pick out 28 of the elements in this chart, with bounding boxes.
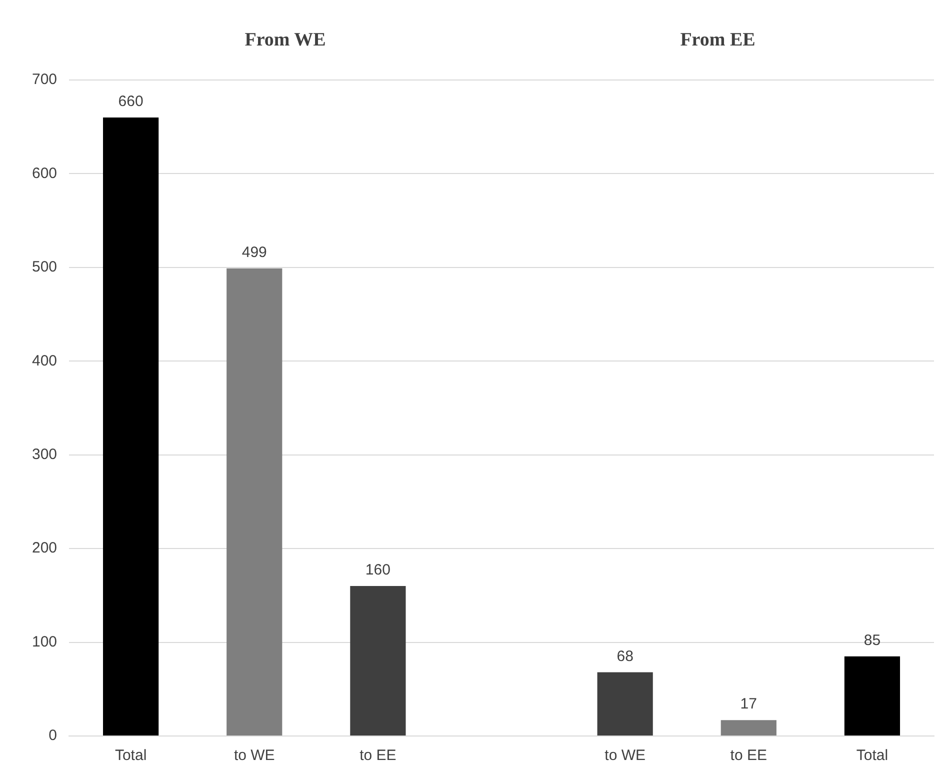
bar (844, 656, 900, 736)
x-tick-label: to WE (604, 747, 646, 764)
text: From EE (680, 29, 756, 50)
x-tick-label: to EE (360, 747, 396, 764)
bar (103, 117, 159, 736)
data-label: 68 (616, 648, 634, 665)
bar (350, 586, 406, 736)
text: From WE (244, 29, 326, 50)
x-tick-label: to EE (730, 747, 767, 764)
bar (720, 720, 776, 736)
y-tick-label: 500 (32, 258, 58, 276)
y-tick-label: 0 (48, 727, 58, 744)
bar (597, 672, 653, 736)
y-tick-label: 300 (32, 446, 58, 463)
data-label: 160 (365, 562, 390, 579)
y-tick-label: 400 (32, 352, 58, 370)
y-tick-label: 100 (32, 633, 58, 650)
bar (226, 268, 282, 736)
data-label: 17 (740, 696, 757, 713)
data-label: 499 (242, 244, 267, 262)
x-tick-label: to WE (234, 747, 275, 764)
y-tick-label: 700 (32, 71, 58, 88)
x-tick-label: Total (114, 747, 147, 764)
data-label: 660 (118, 93, 144, 110)
y-tick-label: 200 (32, 540, 58, 557)
x-tick-label: Total (856, 747, 888, 764)
y-tick-label: 600 (32, 164, 58, 182)
data-label: 85 (864, 632, 881, 649)
